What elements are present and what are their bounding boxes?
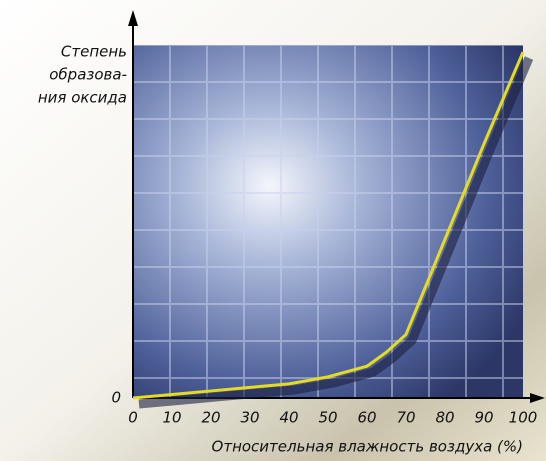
y-axis-label: Степень [61, 43, 127, 61]
x-tick-label: 90 [474, 409, 493, 427]
x-tick-label: 30 [240, 409, 259, 427]
y-axis-label: ния оксида [38, 89, 127, 107]
chart: Относительная влажность воздуха (%) Степ… [0, 0, 546, 461]
x-tick-label: 50 [318, 409, 337, 427]
x-tick-label: 40 [279, 409, 298, 427]
x-tick-label: 70 [396, 409, 415, 427]
y-tick-label: 0 [111, 389, 121, 407]
x-tick-label: 20 [201, 409, 220, 427]
x-tick-label: 0 [128, 409, 138, 427]
x-tick-label: 80 [435, 409, 454, 427]
x-tick-label: 100 [509, 409, 538, 427]
x-tick-label: 60 [357, 409, 376, 427]
x-axis-label: Относительная влажность воздуха (%) [212, 438, 523, 456]
x-tick-label: 10 [162, 409, 181, 427]
y-axis-label: образова- [49, 66, 127, 84]
